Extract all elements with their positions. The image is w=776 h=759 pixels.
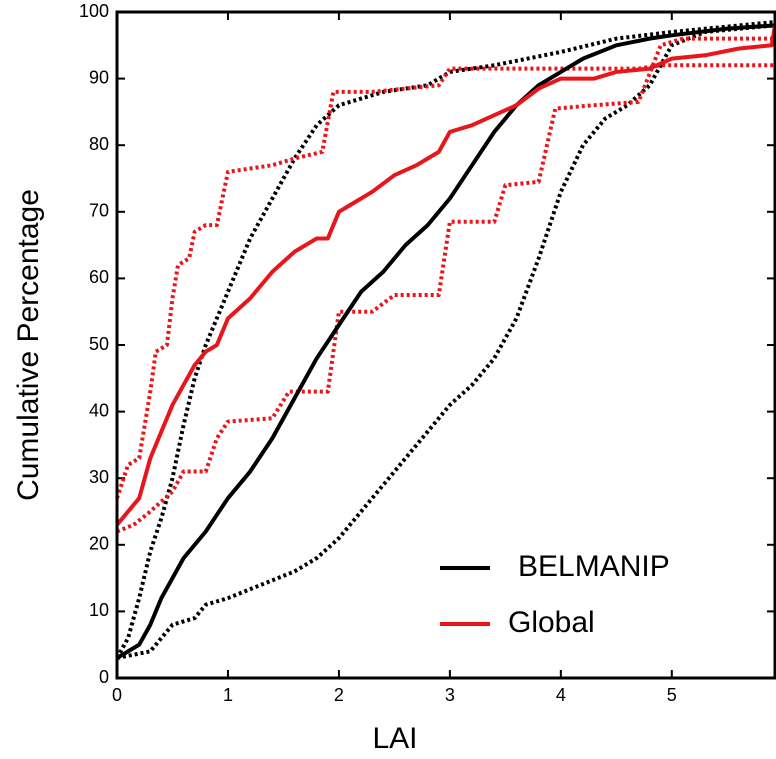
envelope-line [116,36,775,534]
y-tick-label: 40 [89,400,109,420]
y-tick-label: 80 [89,134,109,154]
y-tick-label: 0 [99,667,109,687]
y-tick-label: 50 [89,334,109,354]
y-axis-label: Cumulative Percentage [12,189,45,501]
series-line [115,24,776,527]
envelope-line [116,23,776,660]
legend-label: Global [508,606,595,639]
y-tick-label: 60 [89,267,109,287]
x-tick-label: 0 [112,685,122,705]
series-line [115,23,776,660]
envelope-line [115,63,775,499]
y-tick-label: 10 [89,600,109,620]
x-tick-label: 5 [667,685,677,705]
envelope-line [115,19,776,659]
x-tick-label: 1 [223,685,233,705]
y-tick-label: 20 [89,534,109,554]
y-tick-label: 30 [89,467,109,487]
plot-frame [115,10,776,680]
legend-label: BELMANIP [518,550,670,583]
y-tick-label: 100 [79,1,109,21]
y-tick-label: 70 [89,201,109,221]
x-axis-label: LAI [372,722,417,755]
y-tick-label: 90 [89,67,109,87]
x-tick-label: 3 [445,685,455,705]
x-tick-label: 4 [556,685,566,705]
x-tick-label: 2 [334,685,344,705]
